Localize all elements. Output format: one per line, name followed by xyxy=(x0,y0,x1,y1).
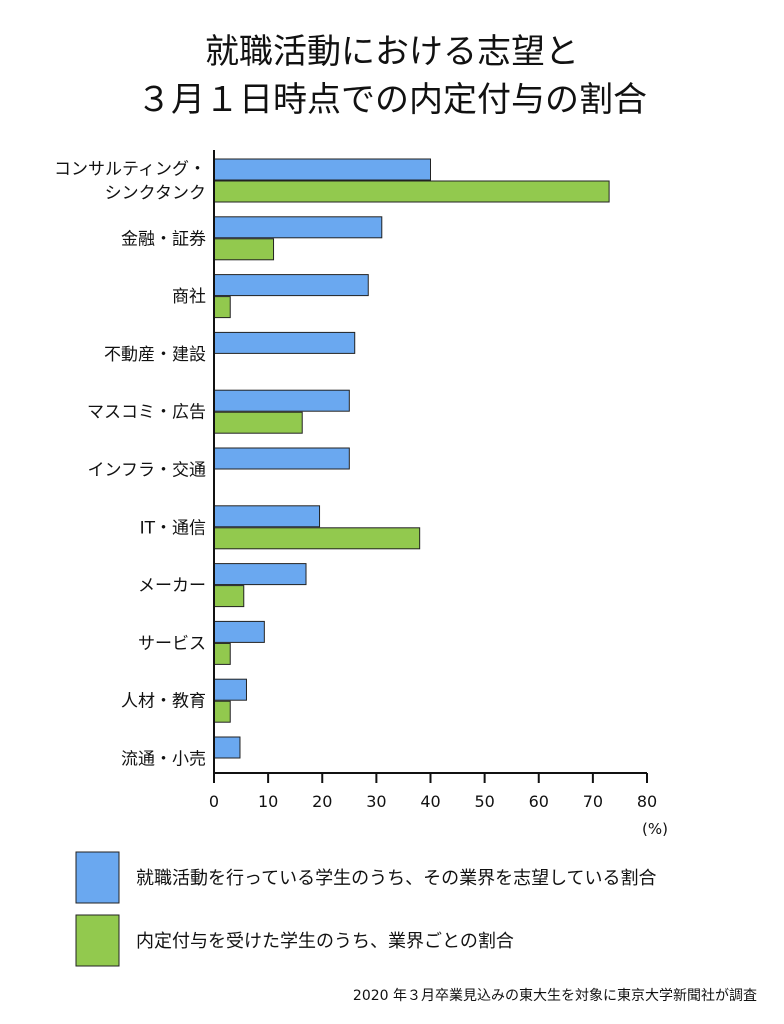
category-label: マスコミ・広告 xyxy=(87,403,206,423)
bar-offer xyxy=(213,700,231,723)
bar-offer xyxy=(213,180,610,203)
chart-title-line: ３月１日時点での内定付与の割合 xyxy=(137,80,647,120)
bar-aspiration xyxy=(213,389,350,412)
legend-label: 就職活動を行っている学生のうち、その業界を志望している割合 xyxy=(136,868,657,889)
category-label: サービス xyxy=(138,634,206,654)
bar-aspiration xyxy=(213,505,321,528)
x-unit-label: (%) xyxy=(642,820,668,838)
bar-aspiration xyxy=(213,620,265,643)
bar-aspiration xyxy=(213,158,431,181)
category-label: インフラ・交通 xyxy=(88,461,207,481)
category-label: シンクタンク xyxy=(105,184,206,204)
category-label: IT・通信 xyxy=(140,518,206,538)
bar-offer xyxy=(213,238,275,261)
category-label: 金融・証券 xyxy=(121,229,206,249)
bar-aspiration xyxy=(213,736,241,759)
x-tick-label: 10 xyxy=(258,792,278,811)
x-axis: 0 10 20 30 40 50 60 70 80 (%) xyxy=(209,150,668,838)
category-label: 人材・教育 xyxy=(121,692,206,712)
legend: 就職活動を行っている学生のうち、その業界を志望している割合内定付与を受けた学生の… xyxy=(75,851,657,967)
category-labels: コンサルティング・シンクタンク金融・証券商社不動産・建設マスコミ・広告インフラ・… xyxy=(54,160,206,770)
bar-offer xyxy=(213,527,421,550)
chart-title: 就職活動における志望と ３月１日時点での内定付与の割合 xyxy=(137,32,647,120)
x-tick-label: 0 xyxy=(209,792,219,811)
bar-offer xyxy=(213,585,245,608)
bar-aspiration xyxy=(213,274,369,297)
x-tick-label: 60 xyxy=(529,792,549,811)
x-tick-label: 30 xyxy=(366,792,386,811)
legend-label: 内定付与を受けた学生のうち、業界ごとの割合 xyxy=(136,931,514,952)
bar-offer xyxy=(213,296,231,319)
bar-aspiration xyxy=(213,563,307,586)
category-label: 流通・小売 xyxy=(121,750,206,770)
x-tick-label: 50 xyxy=(474,792,494,811)
bar-aspiration xyxy=(213,331,356,354)
bars xyxy=(213,158,610,759)
x-tick-label: 40 xyxy=(420,792,440,811)
category-label: コンサルティング・ xyxy=(54,160,206,180)
legend-swatch xyxy=(75,914,120,967)
bar-aspiration xyxy=(213,447,350,470)
x-tick-label: 70 xyxy=(583,792,603,811)
bar-aspiration xyxy=(213,678,247,701)
x-tick-label: 80 xyxy=(637,792,657,811)
bar-offer xyxy=(213,411,303,434)
category-label: メーカー xyxy=(138,576,206,596)
bar-offer xyxy=(213,642,231,665)
x-tick-label: 20 xyxy=(312,792,332,811)
chart-title-line: 就職活動における志望と xyxy=(205,32,579,72)
category-label: 不動産・建設 xyxy=(104,345,206,365)
bar-aspiration xyxy=(213,216,383,239)
legend-swatch xyxy=(75,851,120,904)
source-note: 2020 年３月卒業見込みの東大生を対象に東京大学新聞社が調査 xyxy=(353,988,757,1004)
category-label: 商社 xyxy=(172,287,206,307)
